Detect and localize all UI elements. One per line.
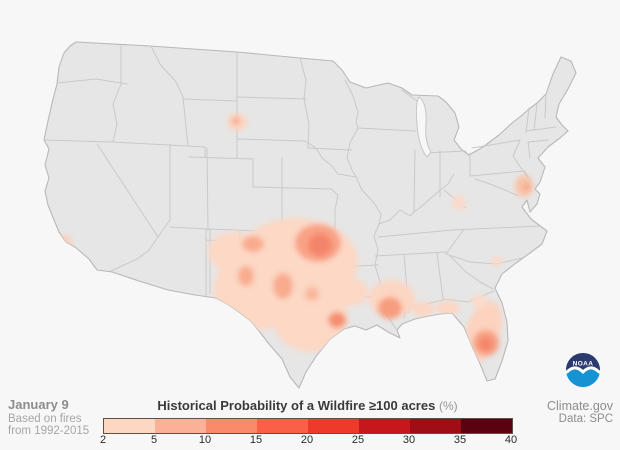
hotspot-se-louisiana [378,297,402,319]
legend-tick: 5 [150,434,158,446]
legend-color-segment [308,419,359,433]
legend-tick: 35 [453,434,467,446]
hotspot-clip [54,113,533,363]
hotspot-west-texas [238,266,254,286]
us-outline [43,41,577,389]
hotspot-montana-nd-core [232,117,240,125]
hotspot-central-florida-core [479,337,493,351]
hotspot-chesapeake-halo [515,175,533,197]
hotspot-appalachia [452,195,466,211]
legend-ticks: 2 5 10 15 20 25 30 35 40 [99,434,517,448]
legend-tick: 20 [300,434,314,446]
legend-color-segment [206,419,257,433]
legend-title: Historical Probability of a Wildfire ≥10… [103,398,512,416]
hotspot-chesapeake-core [524,184,530,190]
hotspot-florida-panhandle [436,301,460,315]
noaa-logo: NOAA [565,353,601,387]
legend-color-segment [359,419,410,433]
legend-tick: 10 [198,434,212,446]
noaa-logo-top [566,353,600,370]
hotspot-houston [328,312,346,328]
climate-gov-credit: Climate.gov [547,399,613,413]
legend-colorbar [103,418,513,434]
hotspot-southern-plains-3 [272,280,348,352]
legend-color-segment [155,419,206,433]
hotspot-east-texas [336,278,368,306]
period-note-line1: Based on fires [8,413,82,425]
legend-tick: 25 [351,434,365,446]
legend-tick: 30 [402,434,416,446]
legend-unit: (%) [438,399,458,413]
hotspot-east-central-texas [305,287,319,301]
hotspot-texas-panhandle [242,236,264,252]
hotspot-socal-coast [54,235,72,251]
date-block: January 9 Based on fires from 1992-2015 [8,397,90,437]
legend-color-segment [461,419,512,433]
hotspot-central-oklahoma-core [308,234,332,256]
legend-color-segment [410,419,461,433]
hotspot-central-texas [273,273,293,299]
credits: Climate.gov Data: SPC [547,400,613,426]
noaa-logo-text: NOAA [573,361,594,368]
legend-tick: 40 [504,434,518,446]
legend-tick: 2 [99,434,107,446]
state-borders [43,45,557,331]
legend: Historical Probability of a Wildfire ≥10… [100,398,517,446]
date-label: January 9 [8,397,69,412]
hotspot-south-carolina [491,256,503,266]
hotspot-georgia-coast [471,294,487,308]
period-note-line2: from 1992-2015 [8,425,90,437]
hotspot-layer [54,113,533,363]
footer: January 9 Based on fires from 1992-2015 … [0,398,620,450]
legend-color-segment [257,419,308,433]
legend-color-segment [104,419,155,433]
legend-tick: 15 [249,434,263,446]
hotspot-mobile-bay [412,302,434,316]
noaa-gull-icon [565,366,601,375]
lake-michigan [415,96,432,158]
data-source-credit: Data: SPC [558,413,613,425]
legend-title-text: Historical Probability of a Wildfire ≥10… [157,398,436,413]
